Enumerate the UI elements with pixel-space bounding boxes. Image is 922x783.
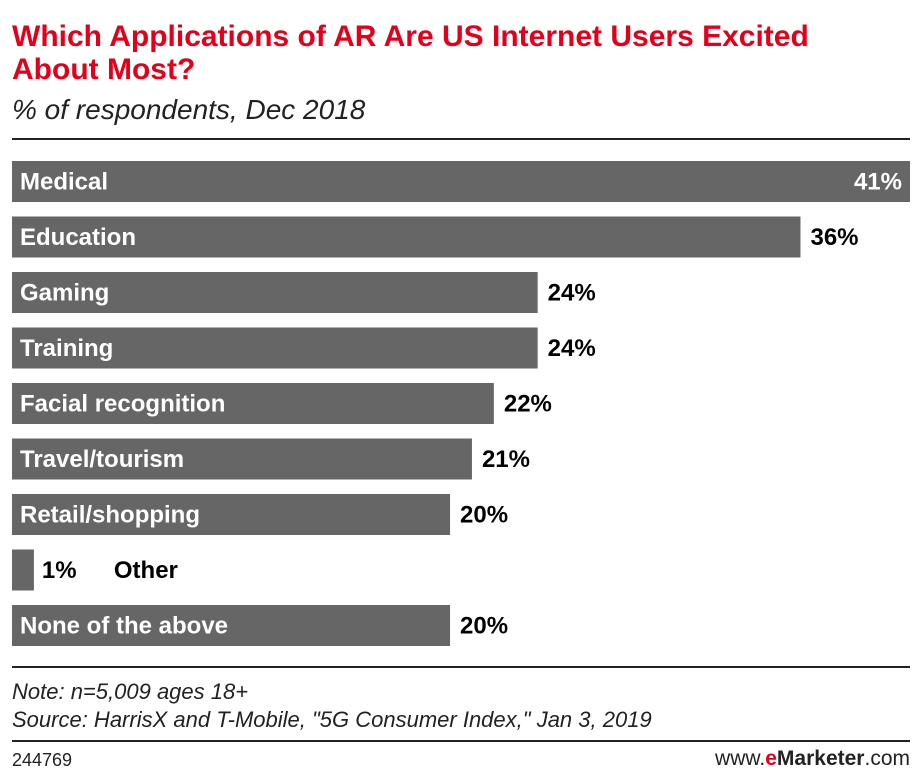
- bar-training: [12, 327, 538, 369]
- category-label: Facial recognition: [20, 391, 225, 418]
- bar-education: [12, 216, 801, 258]
- value-label: 21%: [482, 446, 530, 473]
- brand-e: e: [765, 747, 777, 770]
- brand-prefix: www.: [715, 747, 766, 770]
- chart-notes: Note: n=5,009 ages 18+ Source: HarrisX a…: [12, 678, 652, 734]
- bottom-divider: [12, 666, 910, 668]
- bar-gaming: [12, 272, 538, 313]
- source-text: Source: HarrisX and T-Mobile, "5G Consum…: [12, 707, 652, 732]
- category-label: None of the above: [20, 613, 228, 640]
- chart-title: Which Applications of AR Are US Internet…: [12, 20, 809, 86]
- brand-name: Marketer: [776, 747, 865, 770]
- value-label: 1%: [42, 557, 77, 584]
- value-label: 20%: [460, 502, 508, 529]
- brand-suffix: .com: [864, 747, 910, 770]
- category-label: Travel/tourism: [20, 446, 184, 473]
- bar-none-of-the-above: [12, 605, 451, 646]
- emarketer-logo[interactable]: www.eMarketer.com: [715, 747, 910, 771]
- bar-medical: [12, 161, 910, 202]
- category-label: Training: [20, 335, 113, 362]
- bar-travel-tourism: [12, 438, 472, 480]
- category-label: Gaming: [20, 280, 109, 307]
- chart-id: 244769: [12, 750, 73, 770]
- category-label: Medical: [20, 169, 108, 196]
- footer-divider: [12, 740, 910, 742]
- value-label: 22%: [504, 391, 552, 418]
- value-label: 36%: [810, 224, 858, 251]
- chart-subtitle: % of respondents, Dec 2018: [12, 94, 366, 125]
- bar-other: [12, 549, 34, 591]
- value-label: 24%: [548, 280, 596, 307]
- top-divider: [12, 138, 910, 140]
- category-label: Retail/shopping: [20, 502, 200, 529]
- bar-chart: Medical 41% Education 36% Gaming 24% Training 2…: [12, 161, 910, 646]
- note-text: Note: n=5,009 ages 18+: [12, 679, 249, 704]
- value-label: 41%: [854, 169, 902, 196]
- value-label: 20%: [460, 613, 508, 640]
- bar-facial-recognition: [12, 383, 494, 424]
- category-label: Education: [20, 224, 136, 251]
- value-label: 24%: [548, 335, 596, 362]
- category-label: Other: [114, 557, 178, 584]
- bar-retail-shopping: [12, 494, 451, 535]
